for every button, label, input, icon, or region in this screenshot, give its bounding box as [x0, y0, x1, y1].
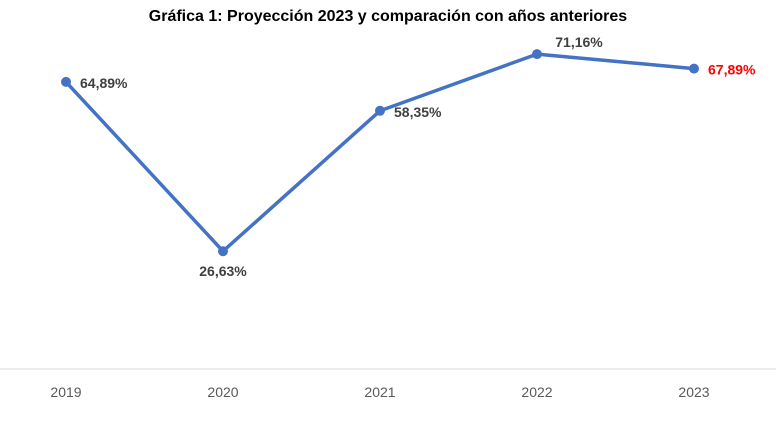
x-tick-labels: 2019 2020 2021 2022 2023: [50, 384, 709, 400]
series-layer: [61, 49, 699, 257]
data-label-2023: 67,89%: [708, 62, 756, 78]
data-point-2020: [218, 246, 228, 257]
data-label-2022: 71,16%: [555, 34, 603, 50]
x-tick-2019: 2019: [50, 384, 81, 400]
data-label-2021: 58,35%: [394, 104, 442, 120]
data-point-2023: [689, 63, 699, 74]
data-point-2019: [61, 76, 71, 87]
data-label-2019: 64,89%: [80, 75, 128, 91]
x-tick-2020: 2020: [207, 384, 238, 400]
data-labels: 64,89% 26,63% 58,35% 71,16% 67,89%: [80, 34, 756, 279]
chart-title: Gráfica 1: Proyección 2023 y comparación…: [149, 8, 628, 25]
data-label-2020: 26,63%: [199, 263, 247, 279]
x-tick-2021: 2021: [364, 384, 395, 400]
x-tick-2023: 2023: [678, 384, 709, 400]
data-point-2021: [375, 105, 385, 116]
data-point-2022: [532, 49, 542, 60]
series-line: [64, 52, 696, 253]
x-tick-2022: 2022: [521, 384, 552, 400]
